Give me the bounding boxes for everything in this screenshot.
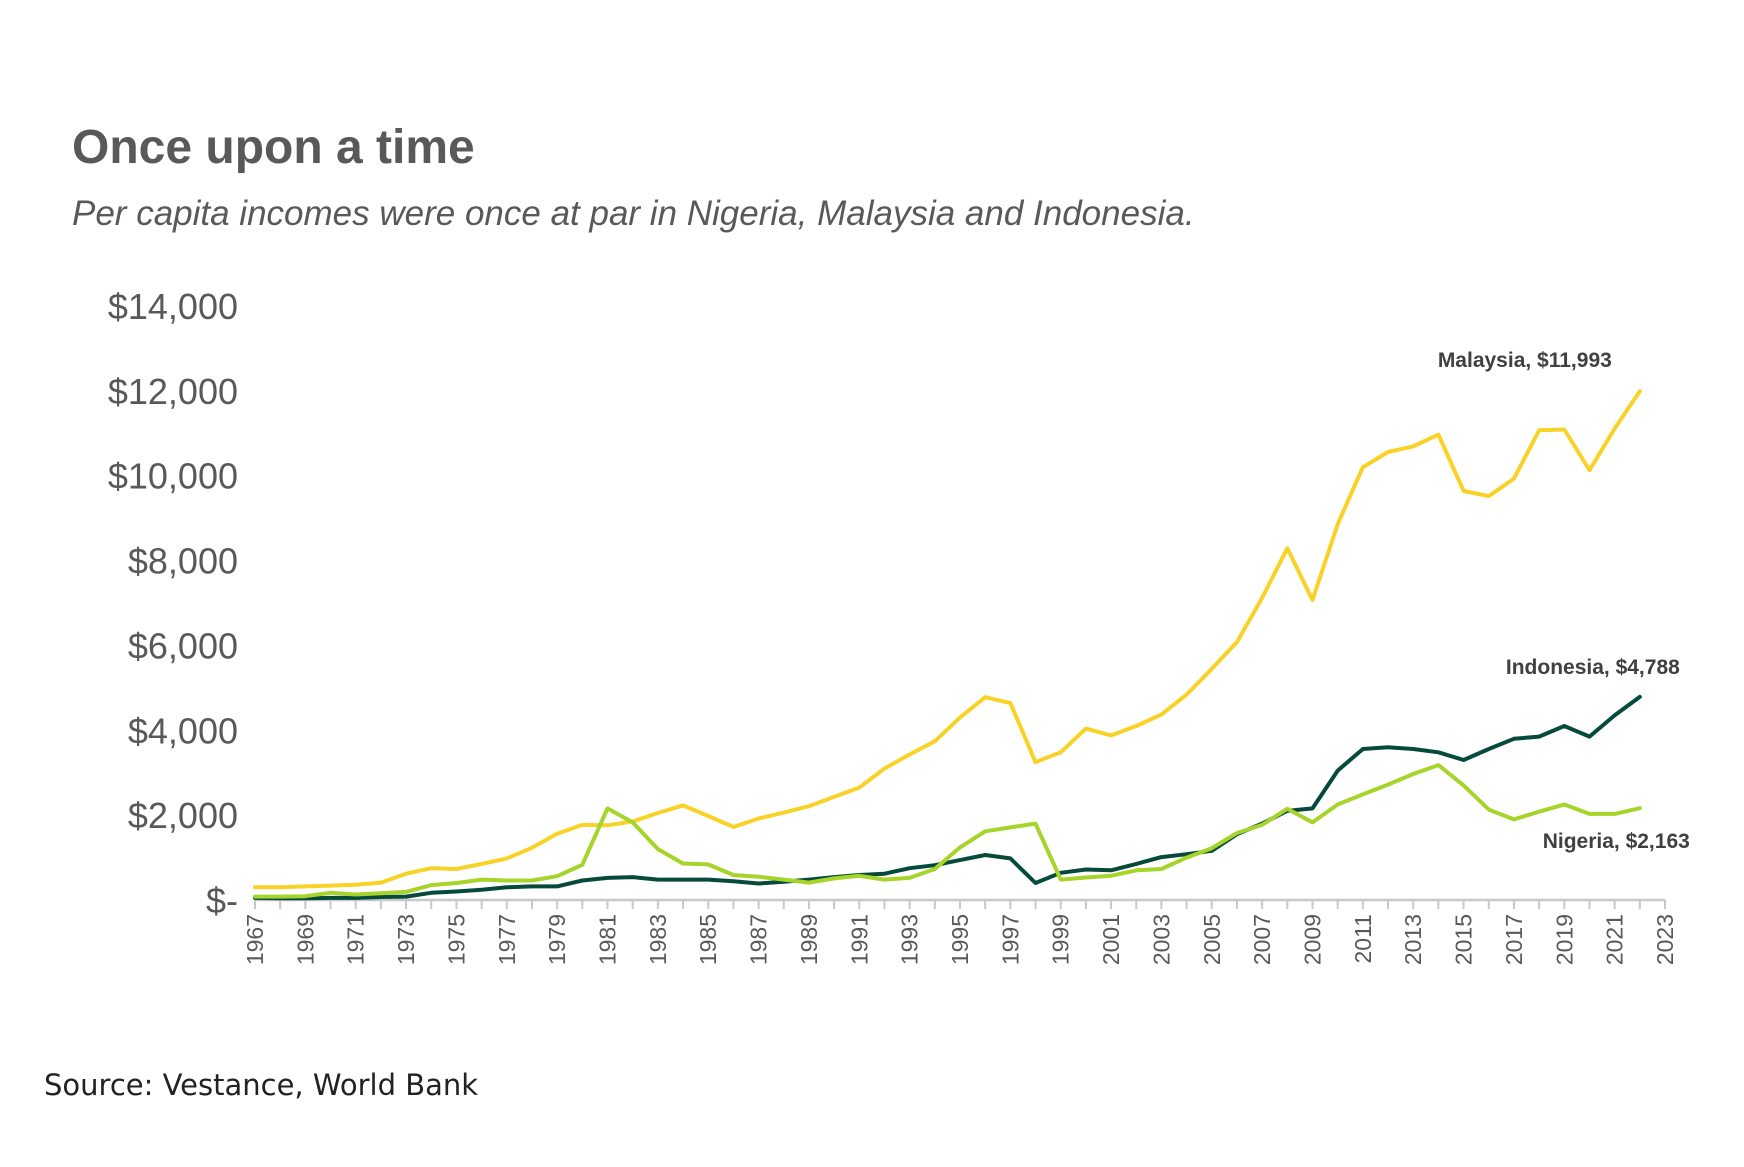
series-end-value: $2,163 xyxy=(1626,830,1690,853)
y-tick-label: $4,000 xyxy=(128,710,238,751)
y-tick-label: $12,000 xyxy=(108,371,238,412)
x-tick-label: 1987 xyxy=(746,914,772,965)
x-tick-label: 1971 xyxy=(343,914,369,965)
x-tick-label: 2013 xyxy=(1400,914,1426,965)
y-tick-label: $10,000 xyxy=(108,456,238,497)
source-note: Source: Vestance, World Bank xyxy=(44,1068,479,1102)
x-tick-label: 1967 xyxy=(242,914,268,965)
series-name: Nigeria xyxy=(1543,830,1615,853)
y-tick-label: $2,000 xyxy=(128,795,238,836)
series-layer xyxy=(253,389,1642,901)
x-tick-label: 2021 xyxy=(1602,914,1628,965)
x-tick-label: 2023 xyxy=(1652,914,1678,965)
end-label-malaysia: Malaysia, $11,993 xyxy=(1438,349,1612,372)
x-tick-label: 2001 xyxy=(1098,914,1124,965)
x-tick-label: 1995 xyxy=(947,914,973,965)
x-tick-label: 1999 xyxy=(1048,914,1074,965)
x-tick-label: 2009 xyxy=(1300,914,1326,965)
y-axis: $- $2,000 $4,000 $6,000 $8,000 $10,000 $12,000… xyxy=(108,286,238,921)
end-labels: Malaysia, $11,993 Indonesia, $4,788 Nigeri… xyxy=(1438,349,1690,853)
label-separator: , xyxy=(1604,656,1616,679)
series-line-indonesia xyxy=(253,694,1642,901)
x-tick-label: 2005 xyxy=(1199,914,1225,965)
series-name: Indonesia xyxy=(1506,656,1604,679)
x-tick-label: 1979 xyxy=(544,914,570,965)
end-label-nigeria: Nigeria, $2,163 xyxy=(1543,830,1690,853)
x-tick-label: 1977 xyxy=(494,914,520,965)
end-label-indonesia: Indonesia, $4,788 xyxy=(1506,656,1680,679)
x-tick-label: 1985 xyxy=(695,914,721,965)
line-chart: $- $2,000 $4,000 $6,000 $8,000 $10,000 $12,000… xyxy=(108,286,1690,965)
x-tick-label: 1975 xyxy=(443,914,469,965)
x-tick-label: 1993 xyxy=(897,914,923,965)
series-name: Malaysia xyxy=(1438,349,1526,372)
series-line-malaysia xyxy=(253,389,1642,890)
x-tick-label: 1989 xyxy=(796,914,822,965)
series-end-value: $4,788 xyxy=(1616,656,1681,679)
x-tick-label: 2019 xyxy=(1551,914,1577,965)
series-line-nigeria xyxy=(253,763,1642,899)
y-tick-label: $6,000 xyxy=(128,625,238,666)
series-end-value: $11,993 xyxy=(1537,349,1612,372)
x-tick-label: 1973 xyxy=(393,914,419,965)
label-separator: , xyxy=(1525,349,1537,372)
y-tick-label: $8,000 xyxy=(128,541,238,582)
y-tick-label: $14,000 xyxy=(108,286,238,327)
x-tick-label: 1997 xyxy=(997,914,1023,965)
x-tick-label: 2015 xyxy=(1451,914,1477,965)
x-tick-label: 1983 xyxy=(645,914,671,965)
x-tick-label: 2017 xyxy=(1501,914,1527,965)
y-tick-label: $- xyxy=(206,880,238,921)
chart-title: Once upon a time xyxy=(72,121,475,174)
x-axis: 1967 1969 1971 1973 1975 1977 1979 1981 1983 1985… xyxy=(242,898,1678,965)
chart-subtitle: Per capita incomes were once at par in N… xyxy=(72,194,1195,233)
x-tick-label: 1991 xyxy=(846,914,872,965)
x-tick-label: 1969 xyxy=(292,914,318,965)
x-tick-label: 2007 xyxy=(1249,914,1275,965)
label-separator: , xyxy=(1614,830,1626,853)
x-tick-label: 2003 xyxy=(1148,914,1174,965)
x-tick-label: 1981 xyxy=(595,914,621,965)
x-tick-label: 2011 xyxy=(1350,914,1376,963)
